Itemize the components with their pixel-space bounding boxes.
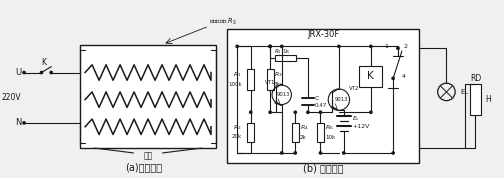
Circle shape (23, 122, 25, 124)
Circle shape (50, 71, 52, 74)
Text: 20k: 20k (232, 134, 242, 139)
Text: EL: EL (460, 89, 468, 95)
Text: C: C (314, 96, 319, 101)
Text: U: U (15, 68, 21, 77)
Text: $R_2$: $R_2$ (233, 123, 242, 132)
Circle shape (338, 45, 340, 48)
Text: 熔化加热丝 $R_S$: 熔化加热丝 $R_S$ (209, 17, 237, 27)
Text: N: N (15, 118, 21, 127)
Circle shape (269, 45, 271, 48)
Circle shape (392, 152, 394, 154)
Text: VT2: VT2 (349, 86, 359, 91)
Text: $E_c$: $E_c$ (352, 115, 361, 124)
Circle shape (370, 111, 372, 113)
Text: 10k: 10k (325, 135, 336, 140)
Bar (227, 29, 419, 163)
Text: 2k: 2k (300, 135, 307, 140)
Text: 100k: 100k (228, 82, 242, 87)
Circle shape (281, 152, 283, 154)
Text: 1: 1 (385, 44, 388, 49)
Text: +12V: +12V (352, 124, 370, 129)
Circle shape (281, 45, 283, 48)
Text: 3k: 3k (274, 82, 281, 87)
Text: (b) 控制电路: (b) 控制电路 (303, 163, 344, 173)
Circle shape (269, 111, 271, 113)
Circle shape (397, 47, 399, 49)
Circle shape (23, 71, 25, 74)
Text: $R_6$: $R_6$ (325, 123, 334, 132)
Circle shape (249, 111, 252, 113)
Text: (a)化冰电路: (a)化冰电路 (124, 163, 162, 172)
Text: JRX-30F: JRX-30F (307, 30, 340, 39)
Text: $R_1$: $R_1$ (233, 70, 242, 79)
Bar (470, 84, 481, 115)
Circle shape (40, 71, 43, 74)
Circle shape (370, 45, 372, 48)
Bar (359, 66, 383, 87)
Bar (292, 123, 299, 142)
Bar (247, 123, 254, 142)
Text: K: K (41, 58, 46, 67)
Bar (267, 69, 274, 90)
Circle shape (307, 111, 309, 113)
Text: 0.47: 0.47 (314, 103, 327, 108)
Bar (80, 45, 216, 148)
Text: K: K (367, 71, 374, 81)
Text: 220V: 220V (2, 93, 21, 102)
Text: H: H (486, 95, 491, 104)
Text: RD: RD (470, 74, 481, 83)
Circle shape (269, 45, 271, 48)
Text: $R_5$ 1k: $R_5$ 1k (274, 47, 291, 56)
Bar (275, 55, 296, 61)
Text: $R_4$: $R_4$ (300, 123, 309, 132)
Circle shape (343, 152, 345, 154)
Circle shape (392, 77, 394, 80)
Bar (317, 123, 324, 142)
Circle shape (320, 152, 322, 154)
Bar (247, 69, 254, 90)
Circle shape (236, 45, 238, 48)
Text: VT1: VT1 (265, 80, 275, 85)
Text: 9013: 9013 (334, 97, 348, 102)
Circle shape (294, 111, 296, 113)
Circle shape (320, 111, 322, 113)
Text: 9013: 9013 (277, 92, 290, 97)
Text: $R_3$: $R_3$ (274, 70, 283, 79)
Text: 2: 2 (404, 44, 408, 49)
Circle shape (294, 152, 296, 154)
Text: 玻璃: 玻璃 (144, 151, 153, 160)
Text: 4: 4 (402, 74, 406, 79)
